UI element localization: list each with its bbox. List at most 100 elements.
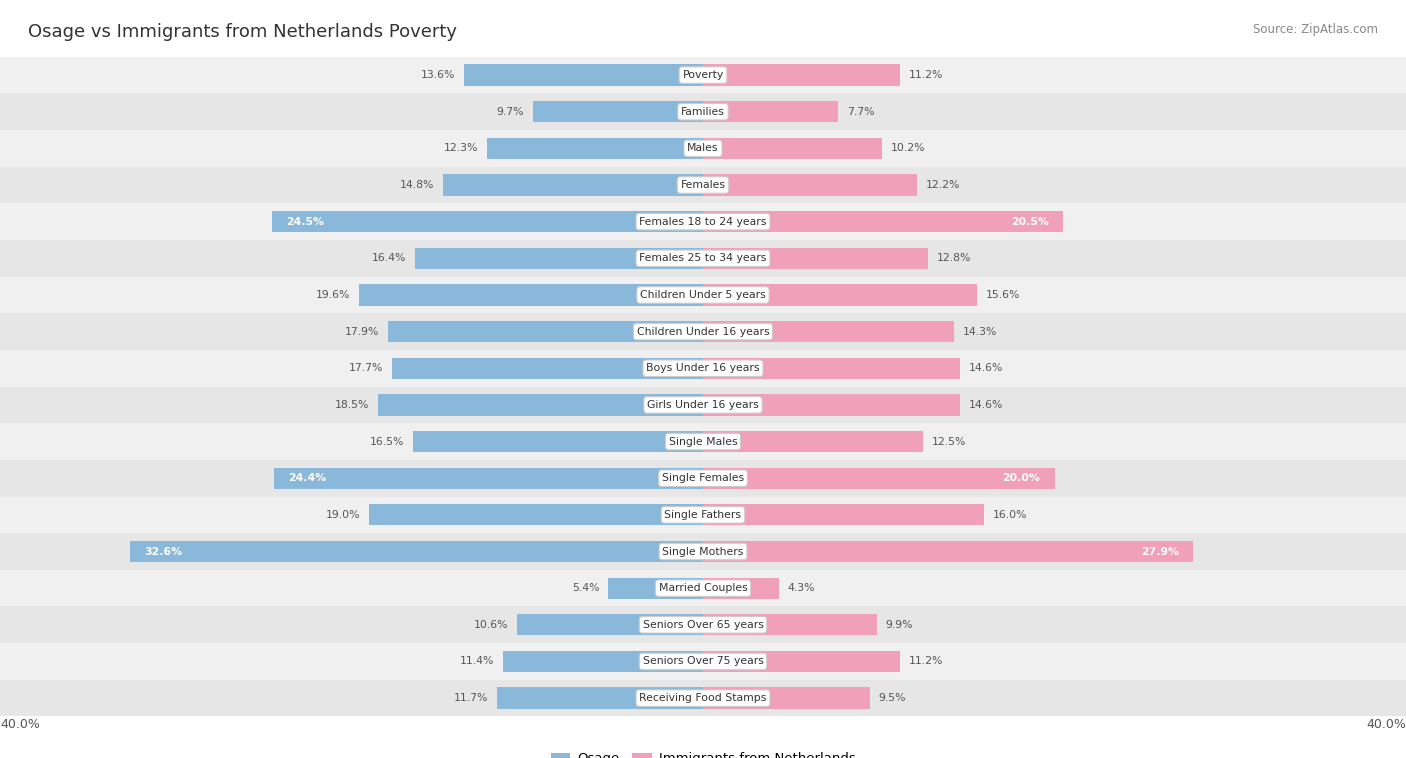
Text: 20.5%: 20.5%: [1011, 217, 1049, 227]
Legend: Osage, Immigrants from Netherlands: Osage, Immigrants from Netherlands: [546, 747, 860, 758]
Bar: [703, 541, 1194, 562]
Text: Single Fathers: Single Fathers: [665, 510, 741, 520]
Bar: [274, 468, 703, 489]
Text: Females 18 to 24 years: Females 18 to 24 years: [640, 217, 766, 227]
Text: Receiving Food Stamps: Receiving Food Stamps: [640, 693, 766, 703]
Bar: [0, 680, 1406, 716]
Text: Females: Females: [681, 180, 725, 190]
Bar: [0, 460, 1406, 496]
Text: 18.5%: 18.5%: [335, 400, 368, 410]
Text: 40.0%: 40.0%: [0, 719, 39, 731]
Bar: [703, 394, 960, 415]
Bar: [703, 504, 984, 525]
Bar: [703, 101, 838, 122]
Bar: [464, 64, 703, 86]
Text: 5.4%: 5.4%: [572, 583, 599, 594]
Bar: [0, 57, 1406, 93]
Bar: [0, 350, 1406, 387]
Text: 11.7%: 11.7%: [454, 693, 489, 703]
Text: 9.7%: 9.7%: [496, 107, 524, 117]
Text: Girls Under 16 years: Girls Under 16 years: [647, 400, 759, 410]
Text: 14.6%: 14.6%: [969, 363, 1002, 373]
Bar: [378, 394, 703, 415]
Bar: [0, 93, 1406, 130]
Text: Poverty: Poverty: [682, 70, 724, 80]
Bar: [0, 570, 1406, 606]
Bar: [0, 167, 1406, 203]
Text: 16.5%: 16.5%: [370, 437, 405, 446]
Bar: [368, 504, 703, 525]
Text: 17.9%: 17.9%: [346, 327, 380, 337]
Bar: [703, 64, 900, 86]
Text: Children Under 5 years: Children Under 5 years: [640, 290, 766, 300]
Text: 27.9%: 27.9%: [1142, 547, 1180, 556]
Text: 12.2%: 12.2%: [927, 180, 960, 190]
Text: 12.5%: 12.5%: [932, 437, 966, 446]
Text: 32.6%: 32.6%: [145, 547, 183, 556]
Text: 15.6%: 15.6%: [986, 290, 1021, 300]
Text: Source: ZipAtlas.com: Source: ZipAtlas.com: [1253, 23, 1378, 36]
Bar: [0, 313, 1406, 350]
Bar: [703, 211, 1063, 232]
Text: Single Females: Single Females: [662, 473, 744, 483]
Text: Seniors Over 75 years: Seniors Over 75 years: [643, 656, 763, 666]
Text: Males: Males: [688, 143, 718, 153]
Bar: [703, 578, 779, 599]
Bar: [0, 277, 1406, 313]
Text: 19.6%: 19.6%: [315, 290, 350, 300]
Text: 40.0%: 40.0%: [1367, 719, 1406, 731]
Bar: [0, 606, 1406, 643]
Bar: [0, 496, 1406, 533]
Text: 14.8%: 14.8%: [399, 180, 434, 190]
Bar: [413, 431, 703, 453]
Text: Osage vs Immigrants from Netherlands Poverty: Osage vs Immigrants from Netherlands Pov…: [28, 23, 457, 41]
Text: 9.9%: 9.9%: [886, 620, 914, 630]
Bar: [0, 387, 1406, 423]
Bar: [517, 614, 703, 635]
Text: 4.3%: 4.3%: [787, 583, 815, 594]
Text: 11.2%: 11.2%: [908, 70, 943, 80]
Text: 16.0%: 16.0%: [993, 510, 1028, 520]
Bar: [703, 688, 870, 709]
Text: Seniors Over 65 years: Seniors Over 65 years: [643, 620, 763, 630]
Bar: [388, 321, 703, 342]
Bar: [359, 284, 703, 305]
Text: 24.5%: 24.5%: [287, 217, 325, 227]
Bar: [392, 358, 703, 379]
Bar: [703, 358, 960, 379]
Bar: [0, 533, 1406, 570]
Text: 17.7%: 17.7%: [349, 363, 382, 373]
Bar: [129, 541, 703, 562]
Text: Single Males: Single Males: [669, 437, 737, 446]
Bar: [703, 174, 917, 196]
Text: 10.2%: 10.2%: [891, 143, 925, 153]
Text: Married Couples: Married Couples: [658, 583, 748, 594]
Text: 13.6%: 13.6%: [420, 70, 456, 80]
Bar: [0, 423, 1406, 460]
Text: 14.3%: 14.3%: [963, 327, 997, 337]
Bar: [0, 130, 1406, 167]
Bar: [609, 578, 703, 599]
Bar: [503, 651, 703, 672]
Text: 11.2%: 11.2%: [908, 656, 943, 666]
Text: 20.0%: 20.0%: [1002, 473, 1040, 483]
Text: 14.6%: 14.6%: [969, 400, 1002, 410]
Text: Children Under 16 years: Children Under 16 years: [637, 327, 769, 337]
Bar: [415, 248, 703, 269]
Bar: [533, 101, 703, 122]
Text: Females 25 to 34 years: Females 25 to 34 years: [640, 253, 766, 263]
Text: Boys Under 16 years: Boys Under 16 years: [647, 363, 759, 373]
Text: Single Mothers: Single Mothers: [662, 547, 744, 556]
Bar: [273, 211, 703, 232]
Text: 7.7%: 7.7%: [846, 107, 875, 117]
Bar: [703, 284, 977, 305]
Bar: [0, 643, 1406, 680]
Bar: [498, 688, 703, 709]
Bar: [486, 138, 703, 159]
Bar: [703, 321, 955, 342]
Bar: [703, 614, 877, 635]
Text: 10.6%: 10.6%: [474, 620, 508, 630]
Bar: [443, 174, 703, 196]
Text: 9.5%: 9.5%: [879, 693, 907, 703]
Bar: [0, 240, 1406, 277]
